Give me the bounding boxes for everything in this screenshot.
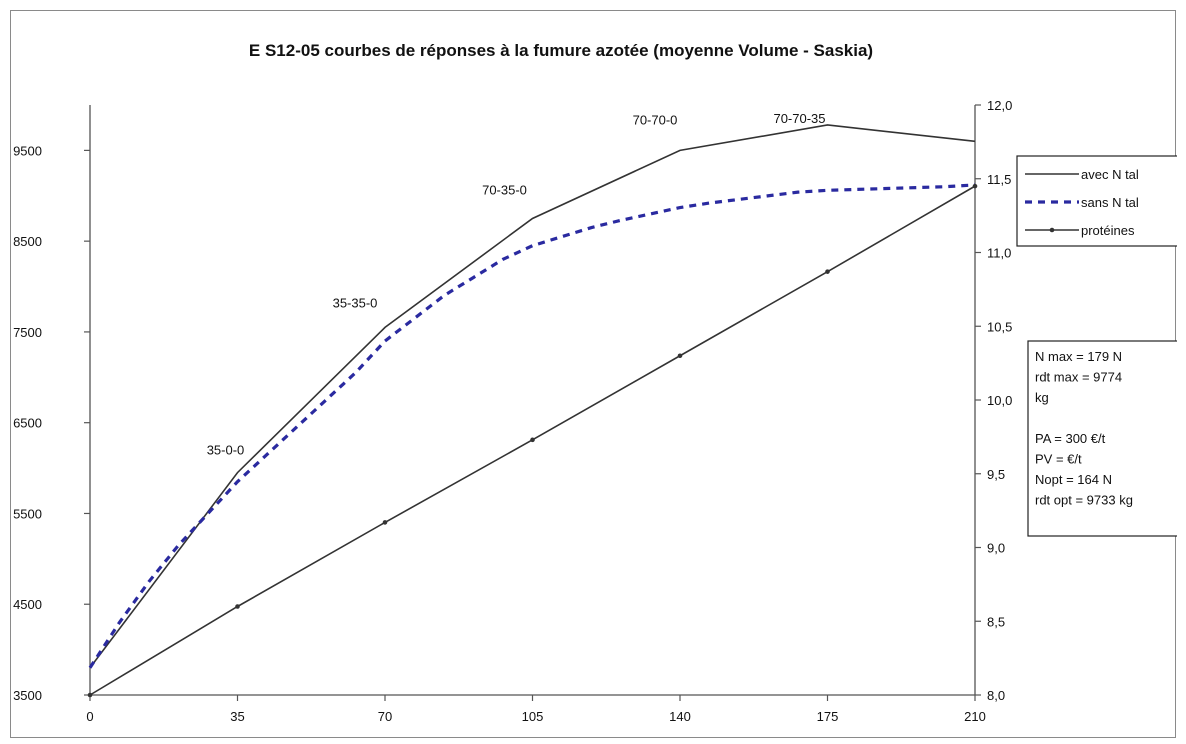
annotation-label: 70-70-35 — [773, 111, 825, 126]
annotation-label: 35-35-0 — [333, 295, 378, 310]
proteines-point — [530, 437, 535, 443]
y-left-tick-label: 8500 — [13, 234, 42, 249]
legend-marker — [1049, 227, 1055, 233]
y-left-tick-label: 6500 — [13, 416, 42, 431]
x-tick-label: 210 — [964, 709, 986, 724]
x-tick-label: 70 — [378, 709, 392, 724]
y-left-tick-label: 9500 — [13, 143, 42, 158]
y-right-tick-label: 8,0 — [987, 688, 1005, 703]
proteines-point — [382, 520, 388, 525]
series-line-1 — [88, 183, 976, 669]
y-right-tick-label: 11,0 — [987, 246, 1011, 261]
series-layer — [87, 124, 978, 698]
x-tick-label: 105 — [522, 709, 544, 724]
legend-label: sans N tal — [1081, 195, 1139, 210]
x-tick-label: 35 — [230, 709, 244, 724]
info-box: N max = 179 N rdt max = 9774 kg PA = 300 €/… — [1027, 340, 1182, 537]
y-right-tick-label: 8,5 — [987, 614, 1005, 629]
y-right-tick-label: 10,0 — [987, 393, 1012, 408]
series-line-0 — [89, 124, 976, 669]
chart-svg: E S12-05 courbes de réponses à la fumure… — [13, 41, 1186, 724]
y-right-tick-label: 9,0 — [987, 541, 1005, 556]
chart-title: E S12-05 courbes de réponses à la fumure… — [249, 41, 873, 60]
y-right-tick-label: 10,5 — [987, 319, 1012, 334]
annotation-label: 70-70-0 — [633, 112, 678, 127]
info-box-line: rdt opt = 9733 kg — [1035, 493, 1133, 508]
x-tick-label: 140 — [669, 709, 691, 724]
proteines-point — [87, 692, 93, 698]
legend-label: avec N tal — [1081, 167, 1139, 182]
y-left-tick-label: 7500 — [13, 325, 42, 340]
y-right-tick-label: 11,5 — [987, 172, 1011, 187]
annotation-layer: 35-0-0 35-35-0 70-35-0 70-70-0 70-70-35 — [207, 111, 826, 458]
x-tick-label: 0 — [86, 709, 93, 724]
info-box-line: PA = 300 €/t — [1035, 431, 1106, 446]
proteines-point — [235, 604, 240, 609]
chart-frame: E S12-05 courbes de réponses à la fumure… — [10, 10, 1186, 738]
info-box-frame — [1027, 340, 1182, 537]
legend-label: protéines — [1081, 223, 1135, 238]
y-left-tick-label: 5500 — [13, 506, 42, 521]
annotation-label: 35-0-0 — [207, 443, 245, 458]
x-tick-label: 175 — [817, 709, 839, 724]
info-box-line: PV = €/t — [1035, 452, 1082, 467]
y-right-tick-label: 9,5 — [987, 467, 1005, 482]
info-box-line: Nopt = 164 N — [1035, 472, 1112, 487]
proteines-point — [972, 183, 978, 189]
legend-box — [1016, 155, 1186, 247]
legend: avec N tal sans N tal protéines — [1016, 155, 1186, 247]
y-right-tick-label: 12,0 — [987, 98, 1012, 113]
info-box-line: kg — [1035, 390, 1049, 405]
y-left-tick-label: 3500 — [13, 688, 42, 703]
proteines-point — [677, 353, 683, 359]
info-box-line: N max = 179 N — [1035, 349, 1122, 364]
y-left-tick-label: 4500 — [13, 597, 42, 612]
annotation-label: 70-35-0 — [482, 182, 527, 197]
axes: 0 35 70 105 140 175 210 3500 4500 5500 6500 7500 850… — [13, 98, 1012, 724]
info-box-line: rdt max = 9774 — [1035, 370, 1122, 385]
proteines-point — [825, 269, 830, 274]
